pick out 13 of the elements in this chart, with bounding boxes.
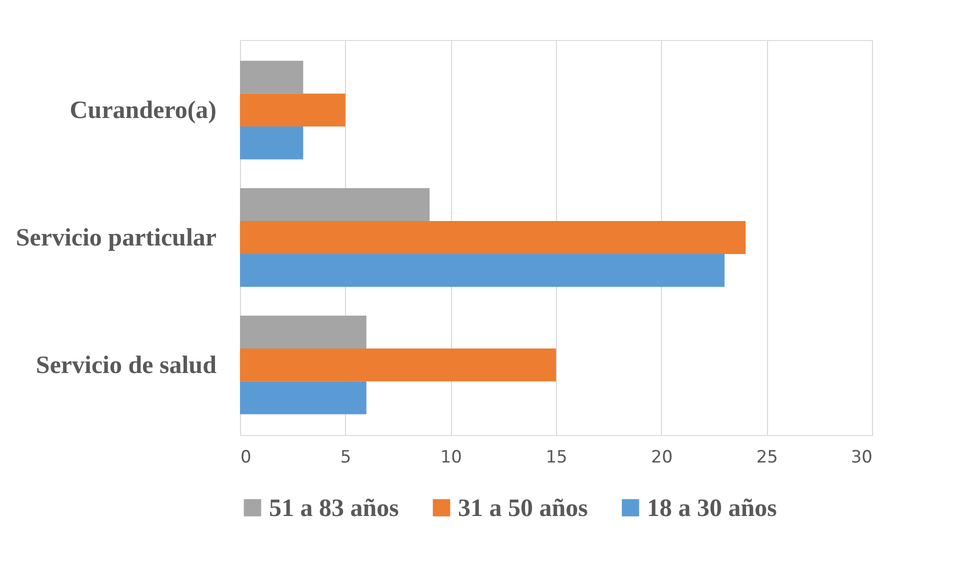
x-tick-label: 10	[440, 448, 462, 468]
x-tick-label: 25	[756, 448, 778, 468]
x-tick-label: 0	[240, 448, 252, 468]
legend-label: 51 a 83 años	[269, 494, 400, 522]
y-tick-label: Curandero(a)	[70, 97, 216, 124]
x-tick-label: 20	[651, 448, 673, 468]
y-tick-label: Servicio de salud	[36, 352, 217, 379]
y-tick-label: Servicio particular	[16, 224, 216, 252]
x-tick-label: 15	[546, 448, 568, 468]
legend-label: 18 a 30 años	[647, 494, 778, 522]
x-tick-label: 30	[850, 448, 872, 468]
x-tick-label: 5	[340, 448, 352, 468]
legend-label: 31 a 50 años	[458, 494, 588, 522]
